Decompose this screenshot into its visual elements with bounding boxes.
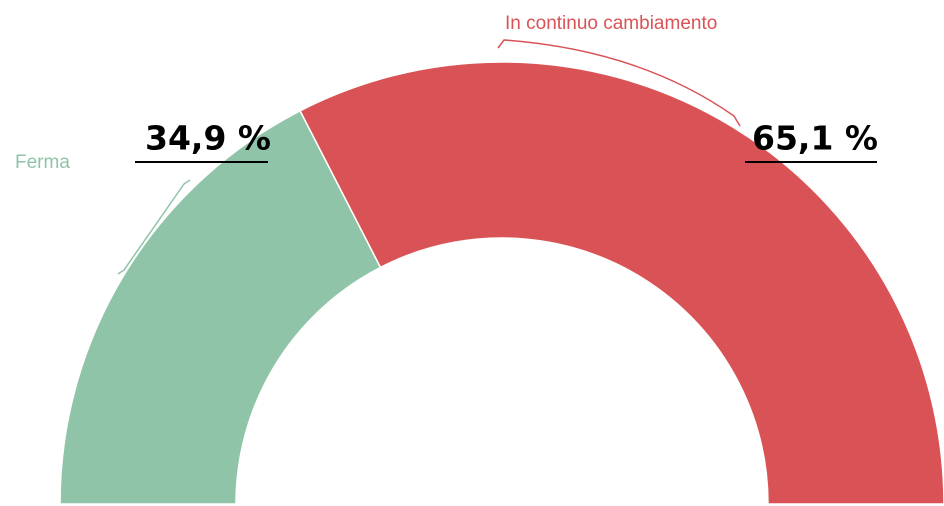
category-label: Ferma [15, 152, 70, 173]
category-label: In continuo cambiamento [505, 13, 717, 34]
value-label: 34,9 % [145, 119, 271, 158]
leader-line [497, 39, 741, 127]
donut-slice [299, 61, 944, 505]
slices [59, 61, 944, 505]
value-label: 65,1 % [752, 119, 878, 158]
donut-slice [59, 109, 382, 505]
leader-line [117, 179, 191, 275]
